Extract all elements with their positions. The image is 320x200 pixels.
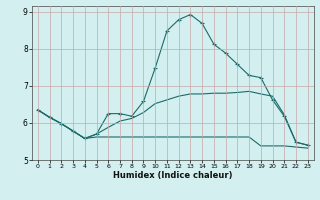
X-axis label: Humidex (Indice chaleur): Humidex (Indice chaleur): [113, 171, 233, 180]
